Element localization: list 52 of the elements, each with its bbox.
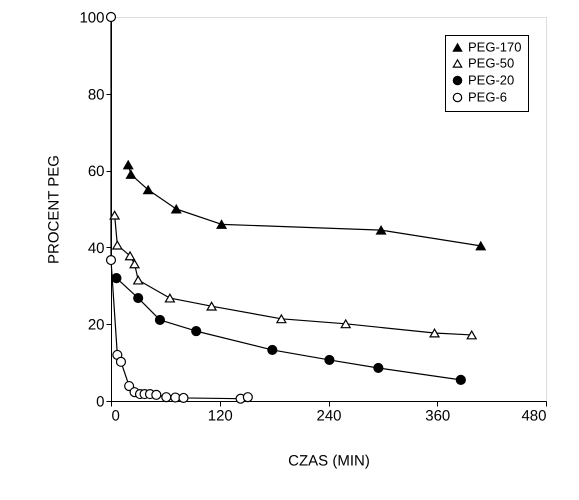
point — [112, 240, 122, 250]
legend-label: PEG-20 — [468, 72, 514, 88]
y-tick-label: 40 — [88, 240, 104, 257]
point — [242, 392, 253, 402]
y-tick-label: 80 — [88, 86, 104, 104]
point — [110, 210, 120, 220]
x-tick-label: 0 — [112, 408, 120, 424]
x-tick-label: 360 — [425, 408, 450, 424]
y-tick-label: 100 — [79, 10, 104, 26]
x-axis-title: CZAS (MIN) — [288, 452, 370, 470]
point — [111, 273, 122, 284]
point — [178, 392, 189, 403]
point — [340, 319, 351, 328]
point — [154, 314, 166, 326]
y-tick-label: 0 — [96, 394, 104, 410]
x-tick-label: 480 — [521, 408, 546, 424]
point — [191, 326, 202, 336]
legend-label: PEG-170 — [468, 40, 522, 54]
y-tick-label: 60 — [88, 163, 104, 180]
point — [126, 170, 136, 179]
point — [106, 12, 116, 22]
x-tick-label: 120 — [208, 408, 233, 424]
point — [151, 390, 162, 400]
point — [124, 251, 136, 260]
point — [133, 276, 144, 285]
y-axis-title: PROCENT PEG — [45, 155, 62, 264]
point — [143, 185, 154, 194]
point — [124, 380, 134, 392]
point — [171, 204, 182, 214]
point — [129, 259, 140, 268]
point — [206, 302, 217, 311]
y-tick-label: 20 — [88, 316, 104, 334]
legend-label: PEG-6 — [468, 90, 508, 104]
point — [456, 374, 466, 385]
point — [276, 314, 286, 324]
x-tick-label: 240 — [316, 408, 342, 424]
point — [429, 328, 440, 338]
point — [133, 293, 144, 304]
point — [116, 356, 126, 367]
point — [216, 220, 227, 229]
legend-label: PEG-50 — [468, 56, 514, 70]
point — [324, 354, 334, 365]
point — [373, 362, 384, 374]
point — [170, 392, 180, 403]
point — [164, 294, 175, 303]
point — [161, 392, 172, 402]
point — [123, 160, 134, 170]
point — [267, 344, 278, 355]
point — [106, 255, 116, 266]
point — [476, 241, 486, 250]
point — [466, 330, 477, 340]
point — [376, 226, 386, 235]
